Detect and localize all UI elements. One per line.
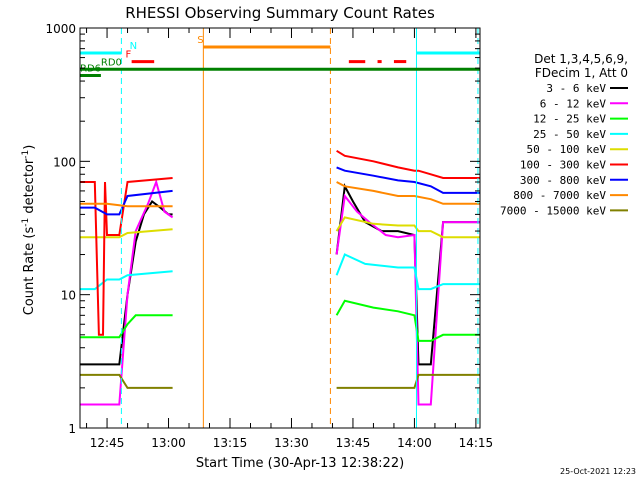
chart-title: RHESSI Observing Summary Count Rates [125, 4, 435, 22]
series-line-0-0 [80, 200, 173, 366]
flag-label-1: N [130, 41, 137, 52]
series-line-8-0 [80, 373, 173, 389]
x-tick-label-5: 14:00 [397, 436, 432, 450]
legend-entry-1: 6 - 12 keV [540, 97, 607, 110]
series-line-6-0 [80, 189, 173, 216]
x-axis-label: Start Time (30-Apr-13 12:38:22) [196, 456, 404, 471]
series-line-5-0 [80, 177, 173, 336]
series-line-8-1 [336, 373, 480, 389]
flag-label-7: RD0 [101, 57, 122, 68]
series-line-4-1 [335, 216, 480, 239]
y-tick-label-3: 1000 [45, 22, 76, 36]
legend-entry-5: 100 - 300 keV [520, 159, 606, 172]
x-tick-label-6: 14:15 [459, 436, 494, 450]
series-line-7-0 [80, 202, 173, 208]
data-layer [80, 149, 480, 406]
x-tick-label-3: 13:30 [274, 436, 309, 450]
footer-timestamp: 25-Oct-2021 12:23 [560, 467, 636, 476]
series-line-3-1 [335, 253, 480, 291]
series-line-6-1 [336, 166, 480, 194]
flag-label-8: RD6 [80, 64, 101, 75]
legend-entry-4: 50 - 100 keV [527, 143, 607, 156]
y-axis: 1 10 100 1000 [45, 22, 480, 436]
x-tick-label-0: 12:45 [90, 436, 125, 450]
plot-frame [79, 27, 481, 429]
y-tick-label-1: 10 [61, 289, 76, 303]
legend-entry-0: 3 - 6 keV [546, 82, 606, 95]
series-line-7-1 [336, 181, 480, 205]
legend-header-2: FDecim 1, Att 0 [535, 66, 628, 80]
series-line-5-1 [336, 149, 480, 179]
x-axis: 12:45 13:00 13:15 13:30 13:45 14:00 14:15 [86, 28, 494, 450]
series-line-3-0 [80, 270, 173, 291]
legend-entry-3: 25 - 50 keV [533, 128, 606, 141]
x-tick-label-1: 13:00 [151, 436, 186, 450]
legend-entry-2: 12 - 25 keV [533, 113, 606, 126]
series-line-1-1 [335, 193, 480, 406]
x-tick-label-2: 13:15 [213, 436, 248, 450]
flag-label-2: F [125, 50, 131, 61]
y-tick-label-2: 100 [53, 155, 76, 169]
y-tick-label-0: 1 [68, 422, 76, 436]
legend-entry-6: 300 - 800 keV [520, 174, 606, 187]
legend-entry-7: 800 - 7000 keV [513, 189, 606, 202]
flag-label-3: S [197, 35, 203, 46]
legend-header-1: Det 1,3,4,5,6,9, [534, 52, 628, 66]
series-line-4-0 [80, 228, 173, 239]
legend-entry-8: 7000 - 15000 keV [500, 204, 606, 217]
series-line-1-0 [80, 178, 174, 406]
x-tick-label-4: 13:45 [336, 436, 371, 450]
series-line-2-1 [335, 299, 480, 342]
y-axis-label: Count Rate (s-1 detector-1) [21, 145, 37, 316]
series-line-2-0 [80, 314, 173, 339]
series-line-0-1 [335, 183, 480, 366]
legend: Det 1,3,4,5,6,9, FDecim 1, Att 0 3 - 6 k… [500, 52, 628, 217]
